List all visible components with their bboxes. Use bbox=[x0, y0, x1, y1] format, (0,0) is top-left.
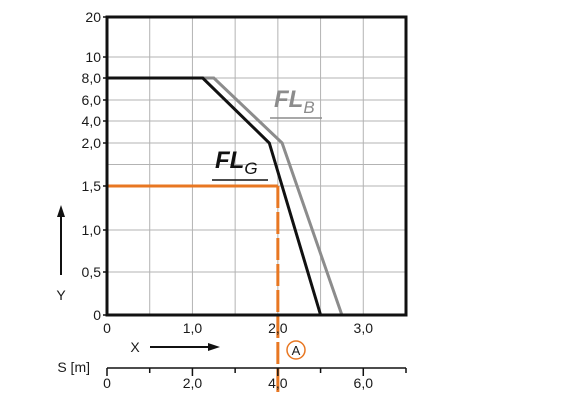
y-tick-label: 1,5 bbox=[82, 178, 102, 194]
secondary-axis-label: S [m] bbox=[57, 359, 90, 375]
y-tick-label: 0,5 bbox=[82, 264, 102, 280]
y-tick-label: 0 bbox=[93, 307, 101, 323]
y-tick-label: 8,0 bbox=[82, 70, 102, 86]
y-tick-label: 10 bbox=[85, 49, 101, 65]
y-tick-label: 4,0 bbox=[82, 113, 102, 129]
plot-border bbox=[105, 15, 408, 317]
y-axis-arrow-head bbox=[57, 205, 65, 217]
secondary-axis-tick-label: 0 bbox=[103, 375, 111, 391]
y-axis-label: Y bbox=[56, 287, 66, 303]
secondary-axis-tick-label: 2,0 bbox=[183, 375, 203, 391]
x-tick-label: 0 bbox=[103, 320, 111, 336]
marker-a-label: A bbox=[292, 343, 301, 358]
x-axis-arrow-head bbox=[208, 343, 220, 351]
x-tick-label: 3,0 bbox=[354, 320, 374, 336]
axes: 0 0,5 1,0 1,5 2,0 4,0 6,0 8,0 10 20 0 1,0 2,0 3,0 X Y S … bbox=[56, 9, 407, 391]
plot-frame bbox=[105, 15, 408, 317]
secondary-axis-tick-label: 4,0 bbox=[268, 375, 288, 391]
y-tick-label: 20 bbox=[85, 9, 101, 25]
y-tick-label: 6,0 bbox=[82, 92, 102, 108]
series-line-flg bbox=[107, 76, 323, 316]
x-tick-label: 1,0 bbox=[183, 320, 203, 336]
secondary-axis-tick-label: 6,0 bbox=[354, 375, 374, 391]
y-tick-label: 1,0 bbox=[82, 222, 102, 238]
marker-a-circle bbox=[286, 340, 306, 360]
y-tick-label: 2,0 bbox=[82, 135, 102, 151]
series-lines bbox=[107, 76, 344, 392]
x-axis-label: X bbox=[130, 339, 140, 355]
series-label-flb: FLB bbox=[274, 86, 315, 117]
series-label-flg: FLG bbox=[215, 147, 258, 178]
x-tick-label: 2,0 bbox=[268, 320, 288, 336]
